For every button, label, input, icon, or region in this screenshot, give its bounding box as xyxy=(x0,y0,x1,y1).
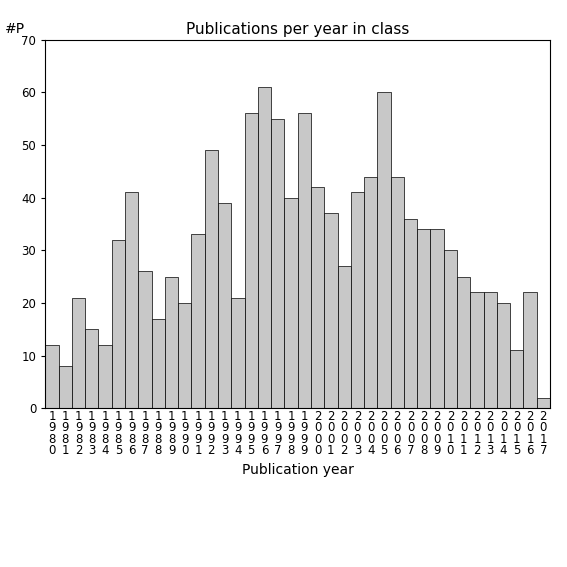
Bar xyxy=(125,192,138,408)
Bar xyxy=(285,198,298,408)
Bar xyxy=(497,303,510,408)
Bar xyxy=(45,345,58,408)
Bar xyxy=(417,229,430,408)
Bar xyxy=(457,277,470,408)
Bar xyxy=(378,92,391,408)
Bar xyxy=(537,397,550,408)
Bar xyxy=(258,87,271,408)
Bar xyxy=(510,350,523,408)
Text: #P: #P xyxy=(5,22,25,36)
Bar xyxy=(364,176,378,408)
Bar xyxy=(244,113,258,408)
Bar xyxy=(231,298,244,408)
Bar xyxy=(484,293,497,408)
Bar xyxy=(192,235,205,408)
Bar xyxy=(165,277,178,408)
Bar xyxy=(391,176,404,408)
Bar xyxy=(138,272,151,408)
X-axis label: Publication year: Publication year xyxy=(242,463,354,477)
Bar xyxy=(58,366,72,408)
Bar xyxy=(311,187,324,408)
Bar xyxy=(151,319,165,408)
Bar xyxy=(470,293,484,408)
Bar xyxy=(298,113,311,408)
Bar xyxy=(324,213,337,408)
Bar xyxy=(72,298,85,408)
Bar xyxy=(337,266,351,408)
Bar xyxy=(271,119,285,408)
Bar xyxy=(112,240,125,408)
Bar xyxy=(205,150,218,408)
Bar xyxy=(218,203,231,408)
Bar xyxy=(444,250,457,408)
Title: Publications per year in class: Publications per year in class xyxy=(186,22,409,37)
Bar xyxy=(523,293,537,408)
Bar xyxy=(85,329,99,408)
Bar xyxy=(351,192,364,408)
Bar xyxy=(404,219,417,408)
Bar xyxy=(178,303,192,408)
Bar xyxy=(430,229,444,408)
Bar xyxy=(99,345,112,408)
